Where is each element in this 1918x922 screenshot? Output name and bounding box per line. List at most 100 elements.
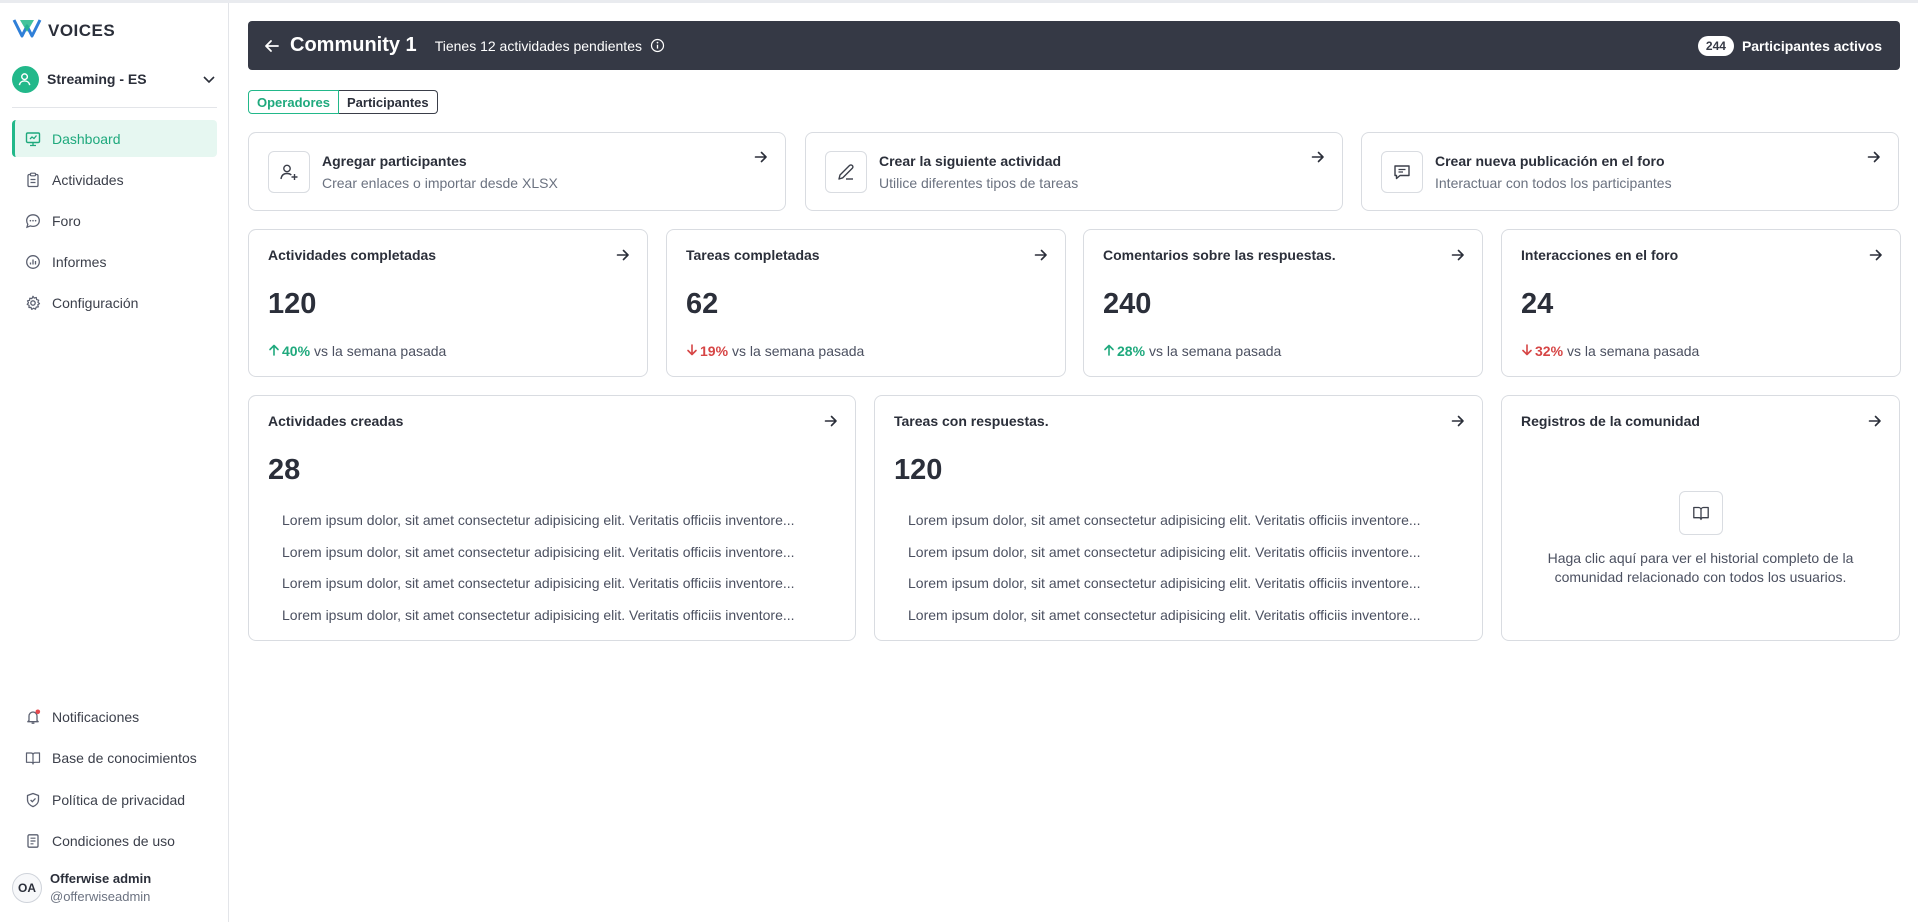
user-info: Offerwise admin @offerwiseadmin — [50, 870, 151, 906]
list-item[interactable]: Lorem ipsum dolor, sit amet consectetur … — [908, 606, 1428, 624]
stat-card-actividades-completadas[interactable]: Actividades completadas 120 40% vs la se… — [248, 229, 648, 377]
user-icon — [18, 72, 31, 85]
dashboard-icon — [24, 130, 42, 148]
chat-icon — [24, 212, 42, 230]
sidebar-item-configuracion[interactable]: Configuración — [12, 284, 217, 321]
tab-participantes[interactable]: Participantes — [338, 90, 438, 114]
arrow-right-icon[interactable] — [1450, 247, 1466, 263]
pen-icon — [825, 150, 867, 193]
stat-comparison: vs la semana pasada — [1149, 343, 1282, 359]
info-icon[interactable] — [650, 38, 665, 53]
arrow-right-icon[interactable] — [1866, 149, 1882, 165]
sidebar-item-label: Actividades — [52, 171, 124, 188]
arrow-right-icon[interactable] — [1033, 247, 1049, 263]
community-header: Community 1 Tienes 12 actividades pendie… — [248, 21, 1900, 70]
clipboard-icon — [24, 171, 42, 189]
community-log-description: Haga clic aquí para ver el historial com… — [1547, 550, 1854, 585]
book-open-icon — [1678, 491, 1723, 535]
app-logo[interactable]: VOICES — [12, 17, 115, 44]
sidebar-item-informes[interactable]: Informes — [12, 243, 217, 280]
bell-icon — [24, 708, 42, 726]
arrow-up-icon — [1103, 343, 1115, 359]
stat-comparison: vs la semana pasada — [1567, 343, 1700, 359]
logo-text: VOICES — [48, 20, 116, 40]
card-title: Tareas con respuestas. — [894, 413, 1049, 429]
task-list: Lorem ipsum dolor, sit amet consectetur … — [908, 511, 1428, 637]
add-participants-card[interactable]: Agregar participantes Crear enlaces o im… — [248, 132, 786, 211]
activity-list: Lorem ipsum dolor, sit amet consectetur … — [282, 511, 802, 637]
action-description: Crear enlaces o importar desde XLSX — [322, 174, 558, 191]
stat-comparison: vs la semana pasada — [732, 343, 865, 359]
role-tabs: Operadores Participantes — [248, 90, 438, 114]
arrow-right-icon[interactable] — [823, 413, 839, 429]
workspace-selector[interactable]: Streaming - ES — [12, 64, 218, 94]
arrow-right-icon[interactable] — [1310, 149, 1326, 165]
stat-percent: 19% — [700, 343, 729, 359]
avatar: OA — [12, 873, 42, 903]
stat-comparison: vs la semana pasada — [314, 343, 447, 359]
stat-card-tareas-completadas[interactable]: Tareas completadas 62 19% vs la semana p… — [666, 229, 1066, 377]
stat-card-comentarios[interactable]: Comentarios sobre las respuestas. 240 28… — [1083, 229, 1483, 377]
sidebar: VOICES Streaming - ES Dashboard Activida… — [0, 3, 229, 922]
stat-value: 120 — [268, 288, 317, 320]
book-icon — [24, 749, 42, 767]
stat-card-interacciones-foro[interactable]: Interacciones en el foro 24 32% vs la se… — [1501, 229, 1901, 377]
participants-label: Participantes activos — [1741, 37, 1882, 54]
chart-icon — [24, 253, 42, 271]
stat-trend: 19% vs la semana pasada — [686, 343, 864, 359]
stat-percent: 40% — [282, 343, 311, 359]
workspace-name: Streaming - ES — [47, 71, 147, 87]
sidebar-nav: Dashboard Actividades Foro Informes Conf… — [12, 120, 217, 325]
list-item[interactable]: Lorem ipsum dolor, sit amet consectetur … — [908, 574, 1428, 592]
create-forum-post-card[interactable]: Crear nueva publicación en el foro Inter… — [1361, 132, 1899, 211]
stat-trend: 28% vs la semana pasada — [1103, 343, 1281, 359]
user-name: Offerwise admin — [50, 871, 152, 886]
stat-title: Comentarios sobre las respuestas. — [1103, 247, 1336, 263]
notification-dot — [35, 709, 41, 714]
action-title: Crear nueva publicación en el foro — [1435, 152, 1665, 169]
back-arrow-icon[interactable] — [264, 38, 280, 54]
actividades-creadas-card[interactable]: Actividades creadas 28 Lorem ipsum dolor… — [248, 395, 856, 641]
chevron-down-icon[interactable] — [202, 72, 216, 91]
stat-trend: 32% vs la semana pasada — [1521, 343, 1699, 359]
tareas-con-respuestas-card[interactable]: Tareas con respuestas. 120 Lorem ipsum d… — [874, 395, 1483, 641]
arrow-right-icon[interactable] — [1868, 247, 1884, 263]
tab-operadores[interactable]: Operadores — [248, 90, 339, 114]
sidebar-item-notificaciones[interactable]: Notificaciones — [12, 698, 217, 735]
arrow-down-icon — [1521, 343, 1533, 359]
arrow-right-icon[interactable] — [615, 247, 631, 263]
action-description: Interactuar con todos los participantes — [1435, 174, 1672, 191]
sidebar-item-foro[interactable]: Foro — [12, 202, 217, 239]
sidebar-item-actividades[interactable]: Actividades — [12, 161, 217, 198]
card-value: 120 — [894, 454, 943, 486]
sidebar-item-label: Condiciones de uso — [52, 833, 175, 849]
shield-icon — [24, 791, 42, 809]
add-user-icon — [268, 150, 310, 193]
sidebar-item-dashboard[interactable]: Dashboard — [12, 120, 217, 157]
arrow-right-icon[interactable] — [1450, 413, 1466, 429]
voices-logo-icon — [12, 17, 42, 44]
arrow-right-icon[interactable] — [1867, 413, 1883, 429]
card-title: Actividades creadas — [268, 413, 404, 429]
stat-percent: 32% — [1535, 343, 1564, 359]
sidebar-item-condiciones-uso[interactable]: Condiciones de uso — [12, 823, 217, 860]
list-item[interactable]: Lorem ipsum dolor, sit amet consectetur … — [282, 606, 802, 624]
create-activity-card[interactable]: Crear la siguiente actividad Utilice dif… — [805, 132, 1343, 211]
list-item[interactable]: Lorem ipsum dolor, sit amet consectetur … — [908, 543, 1428, 561]
sidebar-item-label: Notificaciones — [52, 708, 140, 725]
community-log-card[interactable]: Registros de la comunidad Haga clic aquí… — [1501, 395, 1900, 641]
list-item[interactable]: Lorem ipsum dolor, sit amet consectetur … — [908, 511, 1428, 529]
sidebar-item-base-conocimientos[interactable]: Base de conocimientos — [12, 740, 217, 777]
stat-title: Actividades completadas — [268, 247, 437, 263]
list-item[interactable]: Lorem ipsum dolor, sit amet consectetur … — [282, 511, 802, 529]
user-profile[interactable]: OA Offerwise admin @offerwiseadmin — [12, 870, 151, 906]
arrow-right-icon[interactable] — [753, 149, 769, 165]
top-border — [0, 0, 1918, 3]
sidebar-item-politica-privacidad[interactable]: Política de privacidad — [12, 781, 217, 818]
stat-trend: 40% vs la semana pasada — [268, 343, 446, 359]
list-item[interactable]: Lorem ipsum dolor, sit amet consectetur … — [282, 574, 802, 592]
list-item[interactable]: Lorem ipsum dolor, sit amet consectetur … — [282, 543, 802, 561]
card-title: Registros de la comunidad — [1521, 413, 1700, 429]
sidebar-item-label: Base de conocimientos — [52, 750, 197, 766]
participants-count-badge: 244 — [1697, 35, 1734, 56]
